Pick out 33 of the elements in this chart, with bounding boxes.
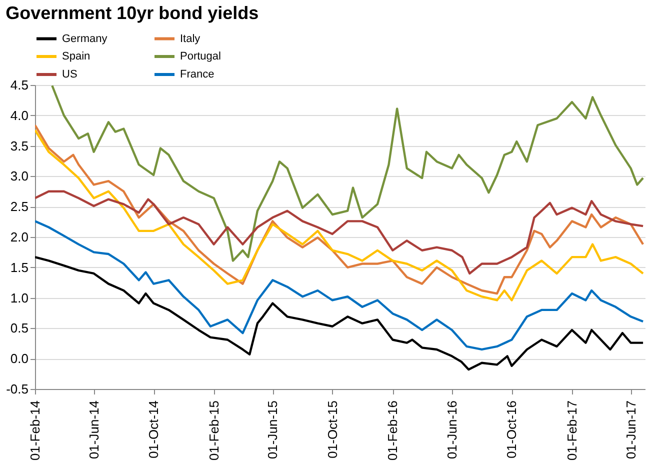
line-series xyxy=(51,85,644,262)
x-tick-label: 01-Feb-16 xyxy=(385,400,400,460)
y-tick-label: 1.0 xyxy=(10,290,28,306)
x-tick-label: 01-Jun-14 xyxy=(86,400,102,460)
x-tick-label: 01-Oct-16 xyxy=(504,400,520,458)
legend-label: US xyxy=(62,68,78,80)
x-tick-label: 01-Jun-16 xyxy=(444,400,460,460)
x-tick-label: 01-Feb-17 xyxy=(564,400,580,460)
legend-label: France xyxy=(180,68,214,80)
legend-label: Portugal xyxy=(180,50,221,62)
y-tick-label: 2.5 xyxy=(10,199,28,214)
x-tick-label: 01-Oct-15 xyxy=(324,400,340,458)
y-tick-label: 0.0 xyxy=(10,351,28,366)
x-tick-label: 01-Oct-14 xyxy=(146,400,162,458)
y-tick-label: 2.0 xyxy=(10,230,28,244)
chart-title: Government 10yr bond yields xyxy=(6,3,259,23)
y-tick-label: 3.5 xyxy=(10,138,28,154)
y-tick-label: 4.5 xyxy=(10,78,28,92)
x-tick-label: 01-Feb-15 xyxy=(206,400,222,460)
legend-label: Spain xyxy=(62,50,90,62)
line-series xyxy=(35,220,644,351)
legend-label: Italy xyxy=(180,32,201,45)
y-tick-label: -0.5 xyxy=(6,382,28,396)
x-tick-label: 01-Jun-17 xyxy=(623,400,638,460)
y-tick-label: 3.0 xyxy=(10,168,28,184)
line-series xyxy=(35,256,644,371)
y-tick-label: 4.0 xyxy=(10,108,28,123)
line-series xyxy=(35,190,644,275)
y-tick-label: 1.5 xyxy=(10,260,28,275)
x-tick-label: 01-Jun-15 xyxy=(265,400,280,460)
y-tick-label: 0.5 xyxy=(10,320,28,336)
x-tick-label: 01-Feb-14 xyxy=(28,400,42,460)
legend-label: Germany xyxy=(62,32,108,45)
